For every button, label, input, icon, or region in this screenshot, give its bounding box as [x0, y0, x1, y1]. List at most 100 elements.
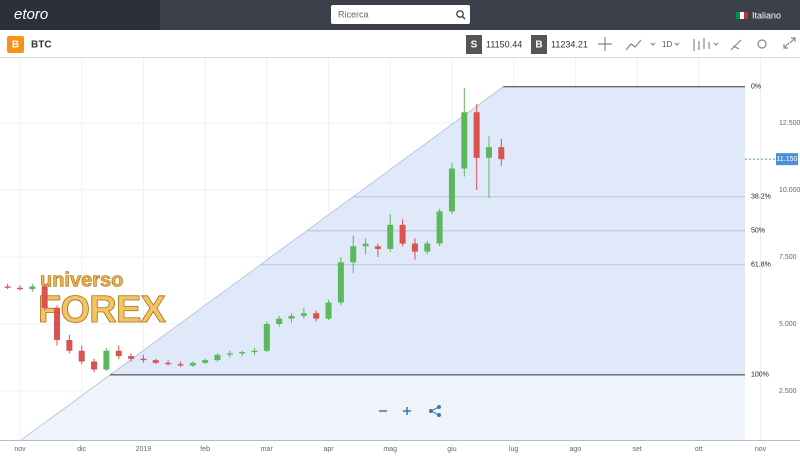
candle-icon[interactable]: [693, 38, 719, 51]
candle-body: [337, 262, 344, 303]
fib-label: 100%: [751, 372, 769, 379]
candle-body: [374, 246, 381, 249]
candle-body: [226, 353, 233, 355]
y-tick-label: 7.500: [779, 254, 797, 261]
buy-button[interactable]: [531, 35, 547, 54]
candle-body: [66, 340, 73, 351]
fib-label: 61.8%: [751, 262, 771, 269]
toolbar: [0, 30, 800, 58]
x-tick-label: mar: [261, 446, 274, 453]
candle-body: [214, 354, 221, 361]
candle-body: [300, 313, 307, 316]
candle-body: [251, 350, 258, 353]
candle-body: [350, 246, 357, 263]
zoom-in-icon: [403, 407, 411, 415]
candle-body: [473, 112, 480, 158]
flag: [740, 12, 744, 19]
x-tick-label: nov: [755, 446, 767, 453]
candle-body: [41, 286, 48, 308]
settings-icon[interactable]: [757, 39, 767, 49]
x-tick-label: dic: [77, 446, 86, 453]
price-tag-label: 11.150: [777, 156, 798, 163]
crosshair-icon[interactable]: [598, 37, 612, 51]
dropdown-icon[interactable]: [674, 42, 680, 46]
x-tick-label: lug: [509, 446, 518, 453]
search-box[interactable]: [331, 5, 470, 24]
candle-body: [103, 350, 110, 370]
candle-body: [485, 147, 492, 158]
y-tick-label: 12.500: [779, 120, 800, 127]
search-icon[interactable]: [456, 10, 464, 18]
x-tick-label: feb: [200, 446, 210, 453]
candle-body: [276, 318, 283, 324]
candle-body: [140, 358, 147, 361]
candle-body: [239, 352, 246, 354]
search-icon: [461, 15, 466, 20]
candle-body: [424, 243, 431, 252]
candle-body: [78, 350, 85, 362]
watermark-text: universo: [40, 269, 123, 291]
candle-body: [325, 302, 332, 319]
candle-body: [4, 286, 11, 288]
y-tick-label: 2.500: [779, 388, 797, 395]
candle-body: [461, 112, 468, 169]
asset-icon: [7, 36, 24, 53]
draw-icon[interactable]: [730, 39, 742, 51]
x-tick-label: 2019: [136, 446, 152, 453]
x-tick-label: set: [632, 446, 641, 453]
candle-body: [165, 362, 172, 365]
search-placeholder: Ricerca: [338, 9, 369, 19]
candle-body: [263, 323, 270, 351]
sell-label[interactable]: S: [471, 40, 478, 51]
price-tag: [776, 153, 798, 166]
x-tick-label: ago: [570, 446, 582, 453]
share-icon: [430, 406, 440, 416]
flag: [744, 12, 748, 19]
candle-body: [498, 147, 505, 160]
language[interactable]: Italiano: [752, 10, 781, 20]
candle-body: [448, 168, 455, 212]
candle-body: [362, 243, 369, 247]
fib-trend-line: [20, 86, 504, 441]
candle-body: [54, 307, 61, 341]
candle-body: [16, 287, 23, 290]
logo[interactable]: etoro: [14, 6, 48, 23]
timeframe[interactable]: 1D: [662, 40, 672, 49]
share[interactable]: [425, 402, 445, 420]
symbol: BTC: [31, 40, 52, 51]
x-tick-label: nov: [14, 446, 26, 453]
buy-price: 11234.21: [551, 39, 588, 49]
candle-body: [202, 360, 209, 363]
candle-body: [29, 286, 36, 290]
candle-body: [91, 361, 98, 370]
x-tick-label: apr: [323, 446, 334, 453]
candle-body: [288, 315, 295, 319]
candle-body: [436, 211, 443, 244]
toolbar-icons[interactable]: [598, 37, 796, 51]
candle-body: [177, 364, 184, 366]
flag: [736, 12, 740, 19]
candle-body: [387, 224, 394, 249]
candle-body: [115, 350, 122, 357]
y-tick-label: 5.000: [779, 321, 797, 328]
plot: nov dic 2019 feb mar apr mag giu lug ago set ott nov…: [0, 58, 800, 453]
x-tick-label: giu: [447, 446, 456, 453]
y-tick-label: 10.000: [779, 187, 800, 194]
fib-label: 0%: [751, 84, 761, 91]
candle-body: [411, 243, 418, 252]
sell-button[interactable]: [466, 35, 482, 54]
asset-icon-text: B: [12, 40, 19, 51]
x-tick-label: ott: [695, 446, 703, 453]
indicator-icon[interactable]: [625, 39, 656, 51]
expand-icon[interactable]: [783, 37, 796, 49]
candle-body: [313, 313, 320, 319]
fib-label: 38.2%: [751, 194, 771, 201]
buy-label[interactable]: B: [535, 40, 542, 51]
candle-body: [399, 224, 406, 244]
sell-price: 11150.44: [486, 39, 522, 49]
x-tick-label: mag: [383, 446, 397, 453]
candle-body: [128, 356, 135, 359]
candle-body: [152, 360, 159, 363]
